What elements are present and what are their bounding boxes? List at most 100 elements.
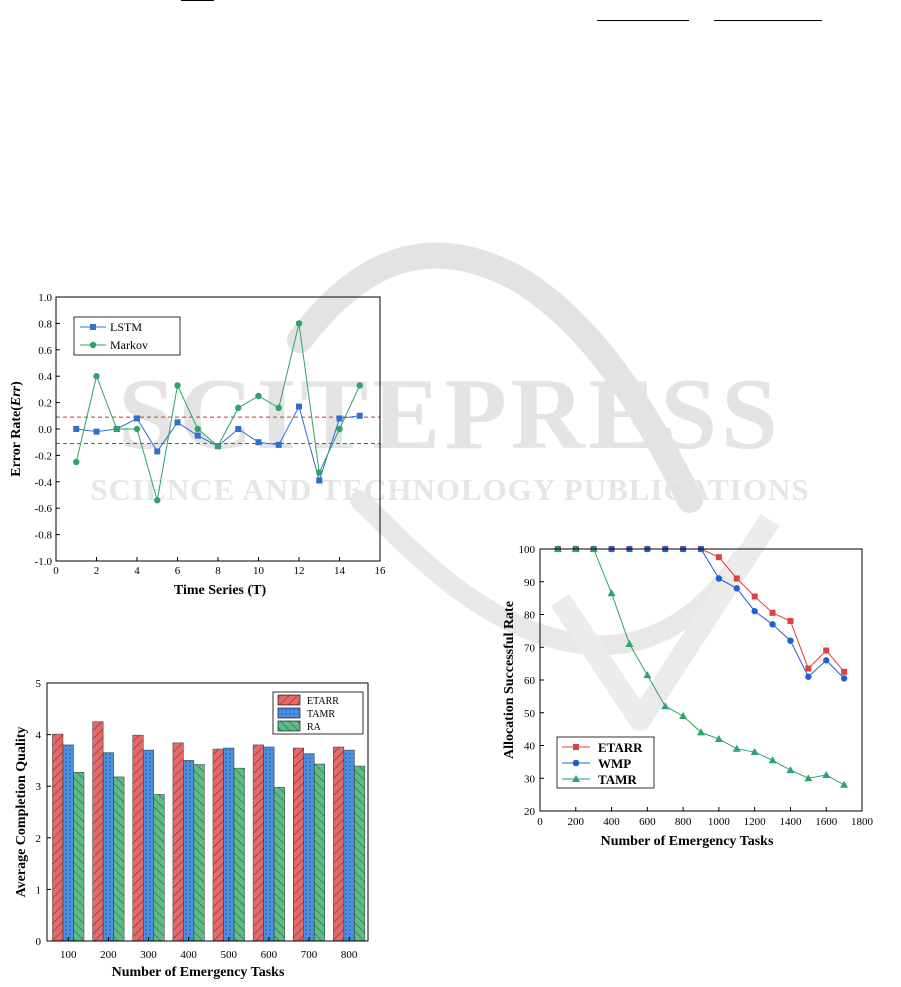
legend: ETARR TAMR RA	[272, 691, 364, 735]
point-etarr	[769, 609, 776, 616]
y-tick-label: 0.6	[38, 345, 52, 357]
point-markov	[154, 497, 161, 504]
legend-label-tamr: TAMR	[598, 772, 637, 787]
x-tick-label: 10	[253, 565, 265, 577]
x-axis-label: Number of Emergency Tasks	[112, 965, 285, 980]
legend-marker-markov	[89, 341, 97, 349]
point-wmp	[787, 637, 794, 644]
y-tick-label: 1	[36, 884, 42, 896]
point-wmp	[733, 585, 740, 592]
point-markov	[113, 425, 120, 433]
point-markov	[275, 404, 282, 412]
point-markov	[133, 425, 141, 433]
point-lstm	[336, 415, 343, 422]
point-tamr	[607, 589, 616, 597]
y-tick-label: 0.0	[38, 424, 52, 436]
y-tick-label: 100	[519, 544, 536, 556]
point-markov	[214, 442, 222, 450]
y-tick-label: 2	[36, 833, 42, 845]
legend-label-etarr: ETARR	[598, 740, 643, 755]
x-tick-label: 12	[294, 565, 305, 577]
point-tamr	[786, 766, 795, 774]
x-tick-label: 600	[639, 816, 656, 828]
point-tamr	[768, 756, 777, 764]
x-tick-label: 0	[53, 565, 59, 577]
point-tamr	[840, 780, 849, 788]
y-axis-label: Error Rate(Err)	[9, 381, 24, 477]
legend: ETARR WMP TAMR	[556, 736, 655, 789]
point-lstm	[275, 441, 282, 448]
x-tick-label: 2	[94, 565, 100, 577]
point-markov	[194, 425, 201, 433]
x-tick-label: 100	[60, 949, 77, 961]
point-wmp	[751, 608, 758, 615]
y-tick-label: 40	[524, 741, 536, 753]
x-tick-label: 1600	[815, 816, 838, 828]
point-markov	[93, 373, 100, 380]
y-tick-label: 30	[524, 773, 536, 785]
y-tick-label: -0.6	[35, 503, 53, 515]
legend-swatch-ra	[277, 720, 301, 732]
point-lstm	[356, 412, 363, 419]
legend-label-tamr: TAMR	[307, 709, 335, 720]
legend: LSTM Markov	[73, 316, 181, 356]
point-lstm	[316, 477, 323, 484]
point-markov	[255, 392, 262, 400]
point-etarr	[823, 647, 830, 654]
point-tamr	[732, 744, 741, 752]
point-tamr	[714, 734, 723, 742]
x-tick-label: 1800	[851, 816, 874, 828]
point-etarr	[787, 618, 794, 625]
y-tick-label: 3	[36, 781, 42, 793]
y-tick-label: 20	[524, 806, 536, 818]
x-tick-label: 400	[603, 816, 620, 828]
point-wmp	[805, 673, 812, 680]
y-tick-label: 0	[36, 936, 42, 948]
point-tamr	[679, 712, 688, 720]
x-tick-label: 400	[180, 949, 197, 961]
point-markov	[235, 404, 242, 412]
x-tick-label: 500	[221, 949, 238, 961]
x-axis-label: Time Series (T)	[174, 583, 267, 598]
point-tamr	[804, 774, 813, 782]
x-tick-label: 800	[675, 816, 692, 828]
point-tamr	[697, 728, 705, 736]
x-tick-label: 200	[568, 816, 585, 828]
point-lstm	[174, 419, 181, 426]
y-tick-label: 0.4	[38, 371, 52, 383]
point-etarr	[805, 665, 812, 672]
point-etarr	[715, 554, 722, 561]
top-rule-2	[597, 20, 689, 21]
point-lstm	[194, 432, 201, 439]
point-wmp	[823, 657, 830, 664]
watermark-line1: SCITEPRESS	[118, 358, 782, 471]
x-tick-label: 14	[334, 565, 346, 577]
point-wmp	[715, 575, 723, 582]
y-tick-label: 70	[524, 642, 536, 654]
legend-label-wmp: WMP	[598, 756, 631, 771]
legend-label-markov: Markov	[110, 338, 148, 352]
x-axis-label: Number of Emergency Tasks	[601, 834, 774, 849]
y-tick-label: 1.0	[38, 292, 52, 304]
legend-swatch-etarr	[277, 694, 301, 706]
x-tick-label: 200	[100, 949, 117, 961]
y-axis-label: Allocation Successful Rate	[502, 601, 517, 759]
y-tick-label: 4	[36, 730, 42, 742]
x-tick-label: 4	[134, 565, 140, 577]
point-lstm	[73, 426, 80, 432]
point-tamr	[643, 671, 652, 679]
point-tamr	[661, 702, 670, 710]
point-etarr	[733, 575, 740, 582]
legend-label-ra: RA	[307, 722, 322, 733]
x-tick-label: 8	[215, 565, 221, 577]
x-tick-label: 16	[375, 565, 387, 577]
watermark-line2: SCIENCE AND TECHNOLOGY PUBLICATIONS	[90, 472, 809, 507]
y-tick-label: 80	[524, 610, 536, 622]
point-tamr	[625, 639, 634, 647]
legend-marker-etarr	[573, 744, 579, 750]
x-tick-label: 800	[341, 949, 358, 961]
